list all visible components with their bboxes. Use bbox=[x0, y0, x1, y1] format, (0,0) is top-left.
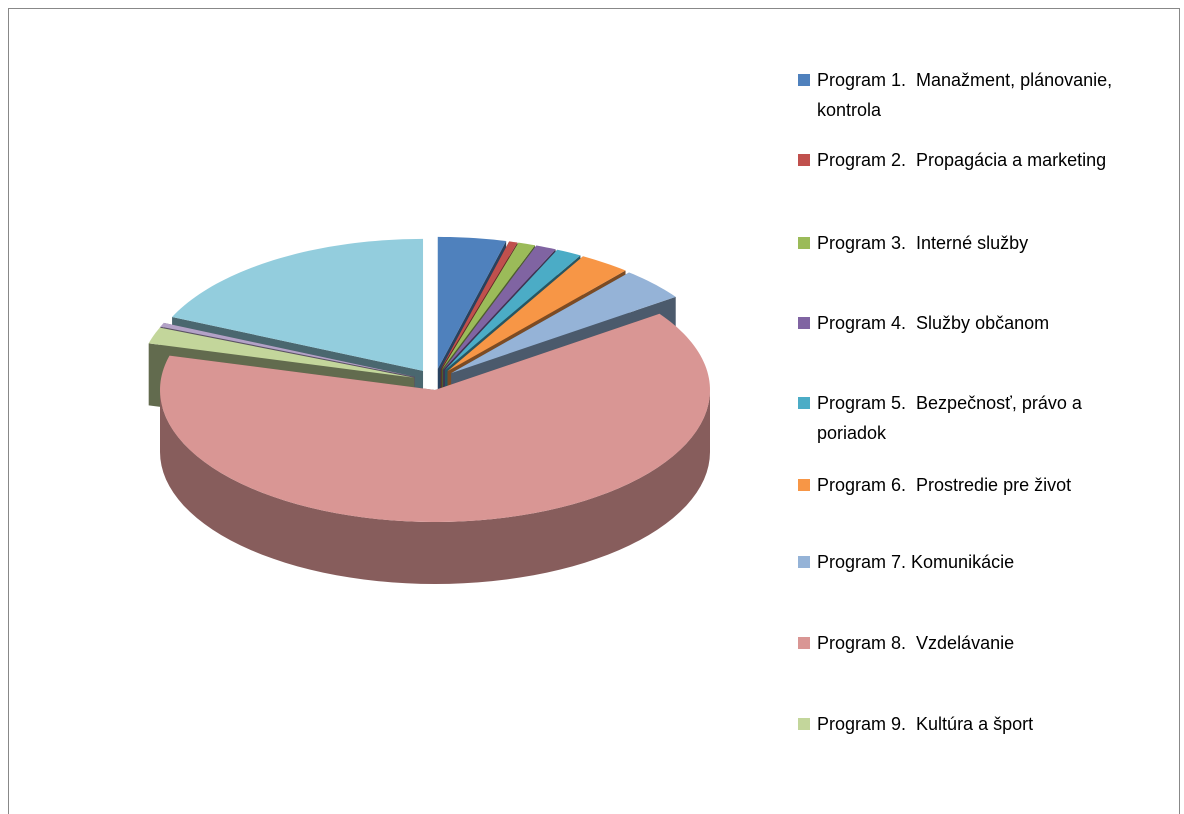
slice bbox=[148, 327, 415, 378]
slice bbox=[443, 245, 556, 370]
legend-item: Program 3. Interné služby bbox=[798, 228, 1116, 258]
legend-swatch bbox=[798, 718, 810, 730]
slice-side bbox=[160, 390, 710, 584]
legend-label: Program 5. Bezpečnosť, právo a poriadok bbox=[817, 393, 1087, 443]
legend-swatch bbox=[798, 317, 810, 329]
legend-swatch bbox=[798, 74, 810, 86]
slice bbox=[447, 256, 626, 372]
legend-item: Program 6. Prostredie pre život bbox=[798, 470, 1116, 500]
legend-swatch bbox=[798, 154, 810, 166]
legend-item: Program 8. Vzdelávanie bbox=[798, 628, 1116, 658]
legend-swatch bbox=[798, 237, 810, 249]
legend-label: Program 2. Propagácia a marketing bbox=[817, 150, 1107, 170]
legend-item: Program 2. Propagácia a marketing bbox=[798, 145, 1116, 175]
slice bbox=[440, 241, 518, 370]
legend-item: Program 9. Kultúra a šport bbox=[798, 709, 1116, 739]
legend-item: Program 7. Komunikácie bbox=[798, 547, 1116, 577]
legend-label: Program 1. Manažment, plánovanie, kontro… bbox=[817, 70, 1118, 120]
legend-label: Program 4. Služby občanom bbox=[817, 313, 1050, 333]
chart-border bbox=[8, 8, 1180, 814]
legend-swatch bbox=[798, 479, 810, 491]
legend-label: Program 8. Vzdelávanie bbox=[817, 633, 1015, 653]
legend-item: Program 5. Bezpečnosť, právo a poriadok bbox=[798, 388, 1116, 448]
legend-label: Program 7. Komunikácie bbox=[817, 552, 1015, 572]
legend-swatch bbox=[798, 556, 810, 568]
legend-swatch bbox=[798, 397, 810, 409]
slice bbox=[444, 249, 581, 371]
legend-swatch bbox=[798, 637, 810, 649]
legend-label: Program 6. Prostredie pre život bbox=[817, 475, 1072, 495]
slice bbox=[172, 238, 424, 371]
legend-label: Program 9. Kultúra a šport bbox=[817, 714, 1034, 734]
slice bbox=[441, 242, 535, 370]
slice bbox=[160, 322, 415, 377]
slice bbox=[451, 272, 676, 374]
slice bbox=[437, 236, 507, 369]
legend-item: Program 1. Manažment, plánovanie, kontro… bbox=[798, 65, 1116, 125]
slice bbox=[160, 313, 710, 522]
legend-item: Program 4. Služby občanom bbox=[798, 308, 1116, 338]
legend-label: Program 3. Interné služby bbox=[817, 233, 1029, 253]
